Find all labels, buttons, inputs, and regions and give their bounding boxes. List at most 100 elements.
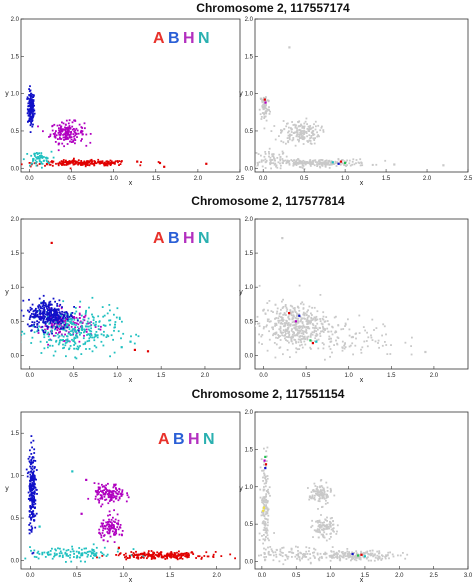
point-background xyxy=(282,552,284,554)
point-b xyxy=(30,494,33,497)
point-h xyxy=(117,499,120,502)
point-b xyxy=(49,322,52,324)
point-background xyxy=(291,328,293,330)
point-b xyxy=(38,316,41,318)
point-a xyxy=(147,550,150,552)
point-b xyxy=(29,94,32,97)
point-a xyxy=(140,161,142,163)
point-background xyxy=(295,323,297,326)
point-background xyxy=(384,159,387,162)
point-background xyxy=(308,320,311,323)
point-b xyxy=(32,480,35,483)
point-b xyxy=(27,102,30,105)
point-background xyxy=(318,495,321,497)
point-b xyxy=(30,512,33,515)
point-background xyxy=(391,553,394,556)
point-background xyxy=(385,344,388,346)
point-background xyxy=(300,123,302,126)
point-background xyxy=(292,324,294,327)
point-h xyxy=(68,324,70,326)
point-h xyxy=(78,313,81,316)
outlier-point xyxy=(294,320,297,323)
point-background xyxy=(331,333,334,336)
point-background xyxy=(297,135,300,138)
point-h xyxy=(64,126,66,129)
point-background xyxy=(251,553,253,555)
point-background xyxy=(329,533,332,535)
point-b xyxy=(42,315,45,317)
point-a xyxy=(124,556,126,559)
point-background xyxy=(288,324,291,326)
point-background xyxy=(266,500,269,503)
outlier-point xyxy=(315,340,318,343)
point-n xyxy=(41,155,43,157)
point-background xyxy=(260,159,263,162)
point-n xyxy=(102,553,105,556)
point-b xyxy=(56,305,59,307)
point-background xyxy=(263,127,266,130)
point-background xyxy=(341,556,344,559)
point-background xyxy=(339,163,342,166)
point-a xyxy=(125,558,128,561)
point-background xyxy=(286,308,289,311)
point-background xyxy=(304,343,307,346)
point-h xyxy=(81,130,84,133)
point-background xyxy=(288,341,290,344)
point-b xyxy=(49,300,52,303)
point-background xyxy=(321,493,324,495)
point-b xyxy=(34,499,37,502)
point-b xyxy=(65,311,68,313)
point-b xyxy=(29,476,32,479)
point-n xyxy=(122,332,125,335)
point-background xyxy=(266,302,269,304)
point-h xyxy=(58,129,60,132)
point-b xyxy=(62,316,64,319)
plot-frame xyxy=(20,18,241,173)
point-b xyxy=(39,313,41,316)
point-background xyxy=(268,539,270,542)
point-background xyxy=(316,333,319,336)
point-background xyxy=(273,157,275,160)
point-h xyxy=(60,125,63,128)
point-background xyxy=(322,529,325,532)
point-n xyxy=(21,330,24,333)
point-background xyxy=(341,349,344,352)
point-b xyxy=(29,85,31,88)
point-background xyxy=(275,336,277,339)
point-background xyxy=(263,474,266,477)
point-background xyxy=(297,161,299,164)
point-h xyxy=(109,514,111,516)
point-n xyxy=(37,557,40,560)
point-background xyxy=(266,455,268,458)
point-a xyxy=(155,554,158,557)
point-n xyxy=(92,319,95,321)
point-a xyxy=(16,161,18,163)
point-b xyxy=(31,512,34,514)
point-background xyxy=(264,529,267,531)
point-b xyxy=(51,332,53,335)
point-a xyxy=(80,163,83,166)
point-b xyxy=(30,109,33,111)
point-background xyxy=(321,497,324,500)
point-background xyxy=(270,130,273,132)
point-background xyxy=(267,508,270,511)
point-background xyxy=(314,319,317,322)
point-background xyxy=(280,316,282,318)
point-a xyxy=(125,555,128,558)
point-background xyxy=(334,552,336,555)
point-background xyxy=(310,332,313,335)
point-b xyxy=(53,322,56,325)
point-b xyxy=(48,314,51,317)
point-background xyxy=(296,134,298,136)
point-background xyxy=(288,130,290,133)
point-n xyxy=(106,312,109,315)
point-background xyxy=(294,160,297,163)
point-n xyxy=(29,546,31,548)
point-h xyxy=(96,491,99,494)
point-background xyxy=(291,556,293,558)
point-background xyxy=(410,345,412,347)
point-b xyxy=(55,317,58,320)
point-background xyxy=(314,137,316,139)
point-background xyxy=(322,311,325,314)
point-n xyxy=(95,323,97,326)
